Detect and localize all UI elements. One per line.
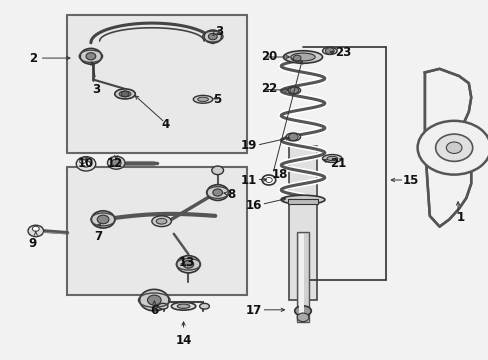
- Text: 15: 15: [402, 174, 419, 186]
- Ellipse shape: [171, 302, 195, 310]
- Circle shape: [262, 175, 275, 185]
- Circle shape: [97, 215, 109, 224]
- Circle shape: [81, 161, 90, 167]
- Circle shape: [140, 289, 168, 311]
- Text: 3: 3: [215, 25, 223, 38]
- Circle shape: [212, 189, 222, 196]
- Text: 22: 22: [261, 82, 277, 95]
- Ellipse shape: [322, 47, 336, 54]
- Bar: [66, 167, 246, 295]
- Circle shape: [111, 159, 121, 166]
- Circle shape: [293, 55, 301, 61]
- Circle shape: [86, 53, 96, 60]
- Ellipse shape: [119, 91, 131, 97]
- Text: 14: 14: [175, 334, 191, 347]
- Circle shape: [91, 211, 115, 228]
- Circle shape: [28, 225, 43, 237]
- Circle shape: [297, 313, 308, 321]
- Circle shape: [435, 134, 472, 161]
- Bar: [288, 199, 317, 204]
- Circle shape: [32, 226, 39, 231]
- Circle shape: [417, 121, 488, 175]
- Ellipse shape: [291, 55, 303, 61]
- Ellipse shape: [283, 51, 322, 63]
- Circle shape: [80, 159, 85, 163]
- Text: 12: 12: [107, 157, 123, 170]
- Bar: [299, 234, 304, 320]
- Text: 3: 3: [92, 83, 100, 96]
- Circle shape: [203, 30, 221, 43]
- Text: 1: 1: [456, 211, 464, 224]
- Text: 11: 11: [240, 174, 256, 186]
- Ellipse shape: [177, 304, 189, 309]
- Circle shape: [183, 260, 193, 268]
- Ellipse shape: [326, 156, 337, 161]
- Circle shape: [446, 142, 461, 153]
- Ellipse shape: [290, 53, 315, 61]
- Circle shape: [107, 156, 125, 169]
- Circle shape: [80, 48, 102, 64]
- Ellipse shape: [294, 306, 311, 316]
- Ellipse shape: [287, 87, 300, 94]
- Ellipse shape: [199, 303, 209, 309]
- Ellipse shape: [281, 195, 325, 204]
- Polygon shape: [424, 69, 470, 226]
- Circle shape: [206, 185, 228, 201]
- Text: 9: 9: [28, 237, 37, 250]
- Text: 6: 6: [150, 304, 158, 317]
- Text: 2: 2: [29, 51, 37, 64]
- Ellipse shape: [322, 154, 341, 162]
- Circle shape: [121, 91, 129, 97]
- Circle shape: [288, 134, 298, 140]
- Ellipse shape: [115, 89, 135, 99]
- Text: 16: 16: [244, 199, 261, 212]
- Circle shape: [208, 33, 217, 40]
- Bar: [297, 232, 308, 321]
- Text: 7: 7: [94, 230, 102, 243]
- Circle shape: [76, 157, 96, 171]
- Text: 20: 20: [261, 50, 277, 63]
- Ellipse shape: [285, 133, 300, 141]
- Text: 19: 19: [240, 139, 256, 152]
- Bar: [66, 15, 246, 153]
- Text: 17: 17: [245, 305, 261, 318]
- Text: 5: 5: [212, 93, 221, 106]
- Circle shape: [325, 48, 333, 54]
- Text: 18: 18: [271, 168, 287, 181]
- Text: 8: 8: [227, 188, 235, 201]
- Text: 21: 21: [329, 157, 346, 170]
- Circle shape: [289, 87, 298, 94]
- Ellipse shape: [197, 97, 208, 102]
- Circle shape: [147, 295, 161, 305]
- Circle shape: [211, 166, 223, 175]
- Text: 10: 10: [78, 157, 94, 170]
- Circle shape: [265, 177, 272, 183]
- Text: 13: 13: [178, 256, 195, 269]
- Text: 23: 23: [334, 46, 350, 59]
- Circle shape: [176, 256, 200, 273]
- Ellipse shape: [193, 95, 212, 103]
- Text: 4: 4: [161, 118, 169, 131]
- Bar: [289, 146, 316, 300]
- Ellipse shape: [156, 219, 166, 224]
- Ellipse shape: [152, 216, 171, 226]
- Ellipse shape: [158, 303, 167, 309]
